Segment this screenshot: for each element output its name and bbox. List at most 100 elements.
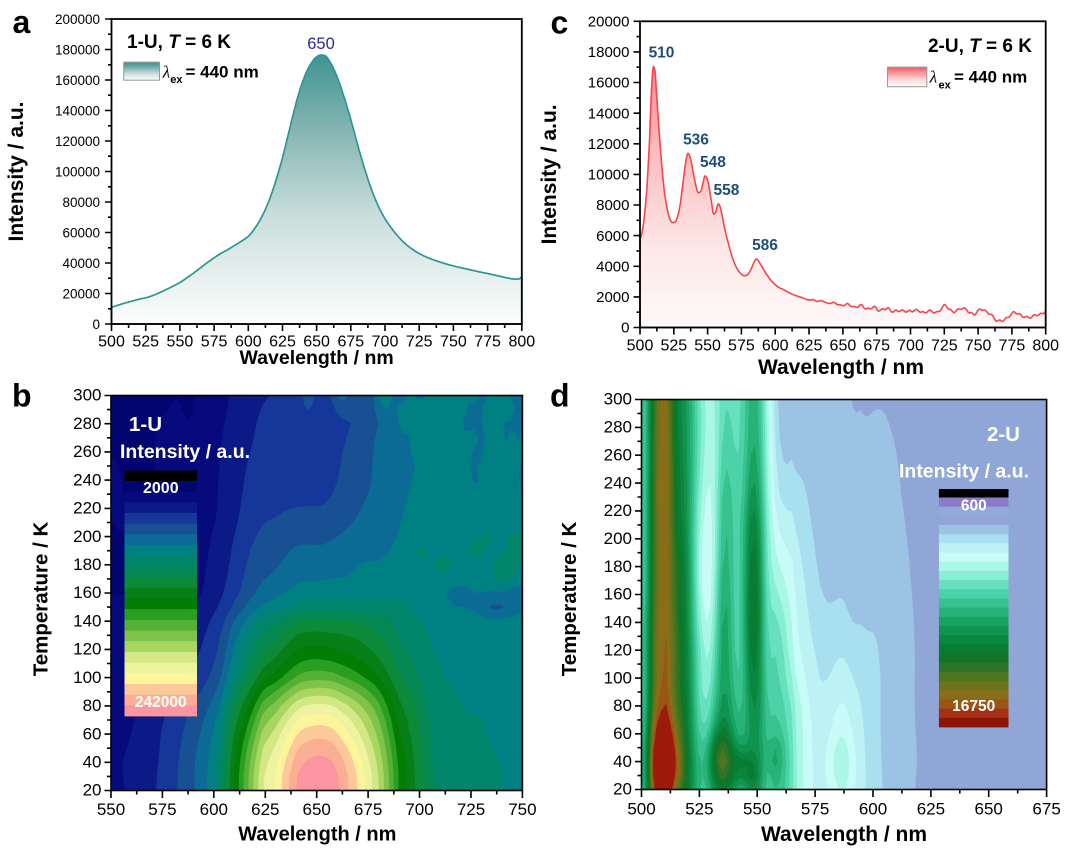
svg-text:2000: 2000 <box>596 289 629 306</box>
svg-text:600: 600 <box>859 800 887 819</box>
svg-text:675: 675 <box>337 334 364 351</box>
svg-text:0: 0 <box>621 320 629 337</box>
svg-text:600: 600 <box>235 334 262 351</box>
svg-text:Intensity / a.u.: Intensity / a.u. <box>538 104 561 244</box>
svg-text:725: 725 <box>931 338 958 355</box>
svg-text:Temperature / K: Temperature / K <box>558 522 581 677</box>
svg-text:525: 525 <box>685 800 713 819</box>
svg-text:Wavelength / nm: Wavelength / nm <box>238 824 396 846</box>
svg-text:180: 180 <box>73 555 101 574</box>
svg-text:575: 575 <box>201 334 228 351</box>
svg-text:240: 240 <box>73 470 101 489</box>
svg-text:280: 280 <box>604 418 632 437</box>
svg-text:20000: 20000 <box>62 286 100 301</box>
svg-text:750: 750 <box>965 338 992 355</box>
svg-text:220: 220 <box>604 501 632 520</box>
svg-text:1-U: 1-U <box>129 413 162 436</box>
svg-text:a: a <box>13 4 31 40</box>
svg-text:500: 500 <box>98 334 125 351</box>
svg-text:260: 260 <box>73 442 101 461</box>
svg-text:550: 550 <box>97 800 125 819</box>
svg-text:750: 750 <box>508 800 536 819</box>
svg-text:725: 725 <box>457 800 485 819</box>
svg-text:650: 650 <box>303 334 330 351</box>
svg-text:60: 60 <box>83 724 102 743</box>
svg-text:80: 80 <box>83 696 102 715</box>
svg-text:700: 700 <box>897 338 924 355</box>
svg-text:100000: 100000 <box>55 164 100 179</box>
svg-text:536: 536 <box>683 131 709 148</box>
svg-text:140: 140 <box>604 613 632 632</box>
svg-text:242000: 242000 <box>135 694 187 711</box>
svg-text:600: 600 <box>762 338 789 355</box>
svg-text:600: 600 <box>961 498 987 515</box>
svg-text:18000: 18000 <box>588 44 630 61</box>
svg-text:16000: 16000 <box>588 75 630 92</box>
svg-text:Wavelength / nm: Wavelength / nm <box>761 823 927 846</box>
svg-text:1-U, T = 6 K: 1-U, T = 6 K <box>127 32 231 53</box>
svg-text:λ: λ <box>929 68 937 87</box>
svg-text:100: 100 <box>73 668 101 687</box>
svg-text:b: b <box>12 378 32 414</box>
svg-text:Wavelength / nm: Wavelength / nm <box>758 356 924 379</box>
svg-text:800: 800 <box>508 334 535 351</box>
svg-text:525: 525 <box>132 334 159 351</box>
svg-text:14000: 14000 <box>588 105 630 122</box>
svg-text:200: 200 <box>73 527 101 546</box>
svg-text:20: 20 <box>613 780 632 799</box>
svg-text:260: 260 <box>604 445 632 464</box>
svg-text:550: 550 <box>167 334 194 351</box>
svg-text:675: 675 <box>354 800 382 819</box>
svg-text:650: 650 <box>307 35 335 53</box>
svg-text:725: 725 <box>406 334 433 351</box>
svg-text:80000: 80000 <box>62 195 100 210</box>
svg-text:600: 600 <box>200 800 228 819</box>
svg-text:650: 650 <box>830 338 857 355</box>
svg-text:16750: 16750 <box>952 698 995 715</box>
svg-text:100: 100 <box>604 668 632 687</box>
svg-text:650: 650 <box>975 800 1003 819</box>
svg-text:ex: ex <box>170 74 183 86</box>
svg-text:8000: 8000 <box>596 197 629 214</box>
svg-text:Intensity / a.u.: Intensity / a.u. <box>5 101 28 241</box>
svg-text:6000: 6000 <box>596 228 629 245</box>
svg-text:Temperature / K: Temperature / K <box>30 522 53 677</box>
svg-text:Intensity / a.u.: Intensity / a.u. <box>120 441 250 463</box>
svg-text:λ: λ <box>162 62 170 81</box>
svg-text:180000: 180000 <box>55 42 100 57</box>
svg-text:300: 300 <box>604 390 632 409</box>
svg-text:40: 40 <box>83 753 102 772</box>
svg-text:60: 60 <box>613 724 632 743</box>
svg-text:675: 675 <box>863 338 890 355</box>
svg-text:= 440 nm: = 440 nm <box>186 62 259 81</box>
svg-text:d: d <box>550 378 570 414</box>
svg-text:120: 120 <box>73 640 101 659</box>
svg-text:625: 625 <box>269 334 296 351</box>
svg-text:550: 550 <box>694 338 721 355</box>
svg-text:625: 625 <box>917 800 945 819</box>
svg-text:525: 525 <box>660 338 687 355</box>
svg-text:675: 675 <box>1032 800 1060 819</box>
svg-text:586: 586 <box>752 237 778 254</box>
svg-text:200000: 200000 <box>55 12 100 27</box>
svg-text:575: 575 <box>728 338 755 355</box>
svg-text:Wavelength / nm: Wavelength / nm <box>239 347 393 369</box>
svg-text:140: 140 <box>73 611 101 630</box>
svg-text:750: 750 <box>440 334 467 351</box>
svg-text:4000: 4000 <box>596 259 629 276</box>
svg-text:20000: 20000 <box>588 14 630 31</box>
svg-text:280: 280 <box>73 414 101 433</box>
svg-text:510: 510 <box>649 45 675 62</box>
svg-text:775: 775 <box>999 338 1026 355</box>
svg-text:2-U: 2-U <box>987 423 1020 446</box>
svg-text:0: 0 <box>92 317 100 332</box>
svg-text:80: 80 <box>613 696 632 715</box>
svg-text:160: 160 <box>604 585 632 604</box>
svg-text:2000: 2000 <box>143 480 179 497</box>
svg-text:575: 575 <box>801 800 829 819</box>
svg-text:700: 700 <box>372 334 399 351</box>
svg-text:40: 40 <box>613 752 632 771</box>
svg-text:= 440 nm: = 440 nm <box>954 68 1027 87</box>
svg-text:160: 160 <box>73 583 101 602</box>
svg-text:180: 180 <box>604 557 632 576</box>
